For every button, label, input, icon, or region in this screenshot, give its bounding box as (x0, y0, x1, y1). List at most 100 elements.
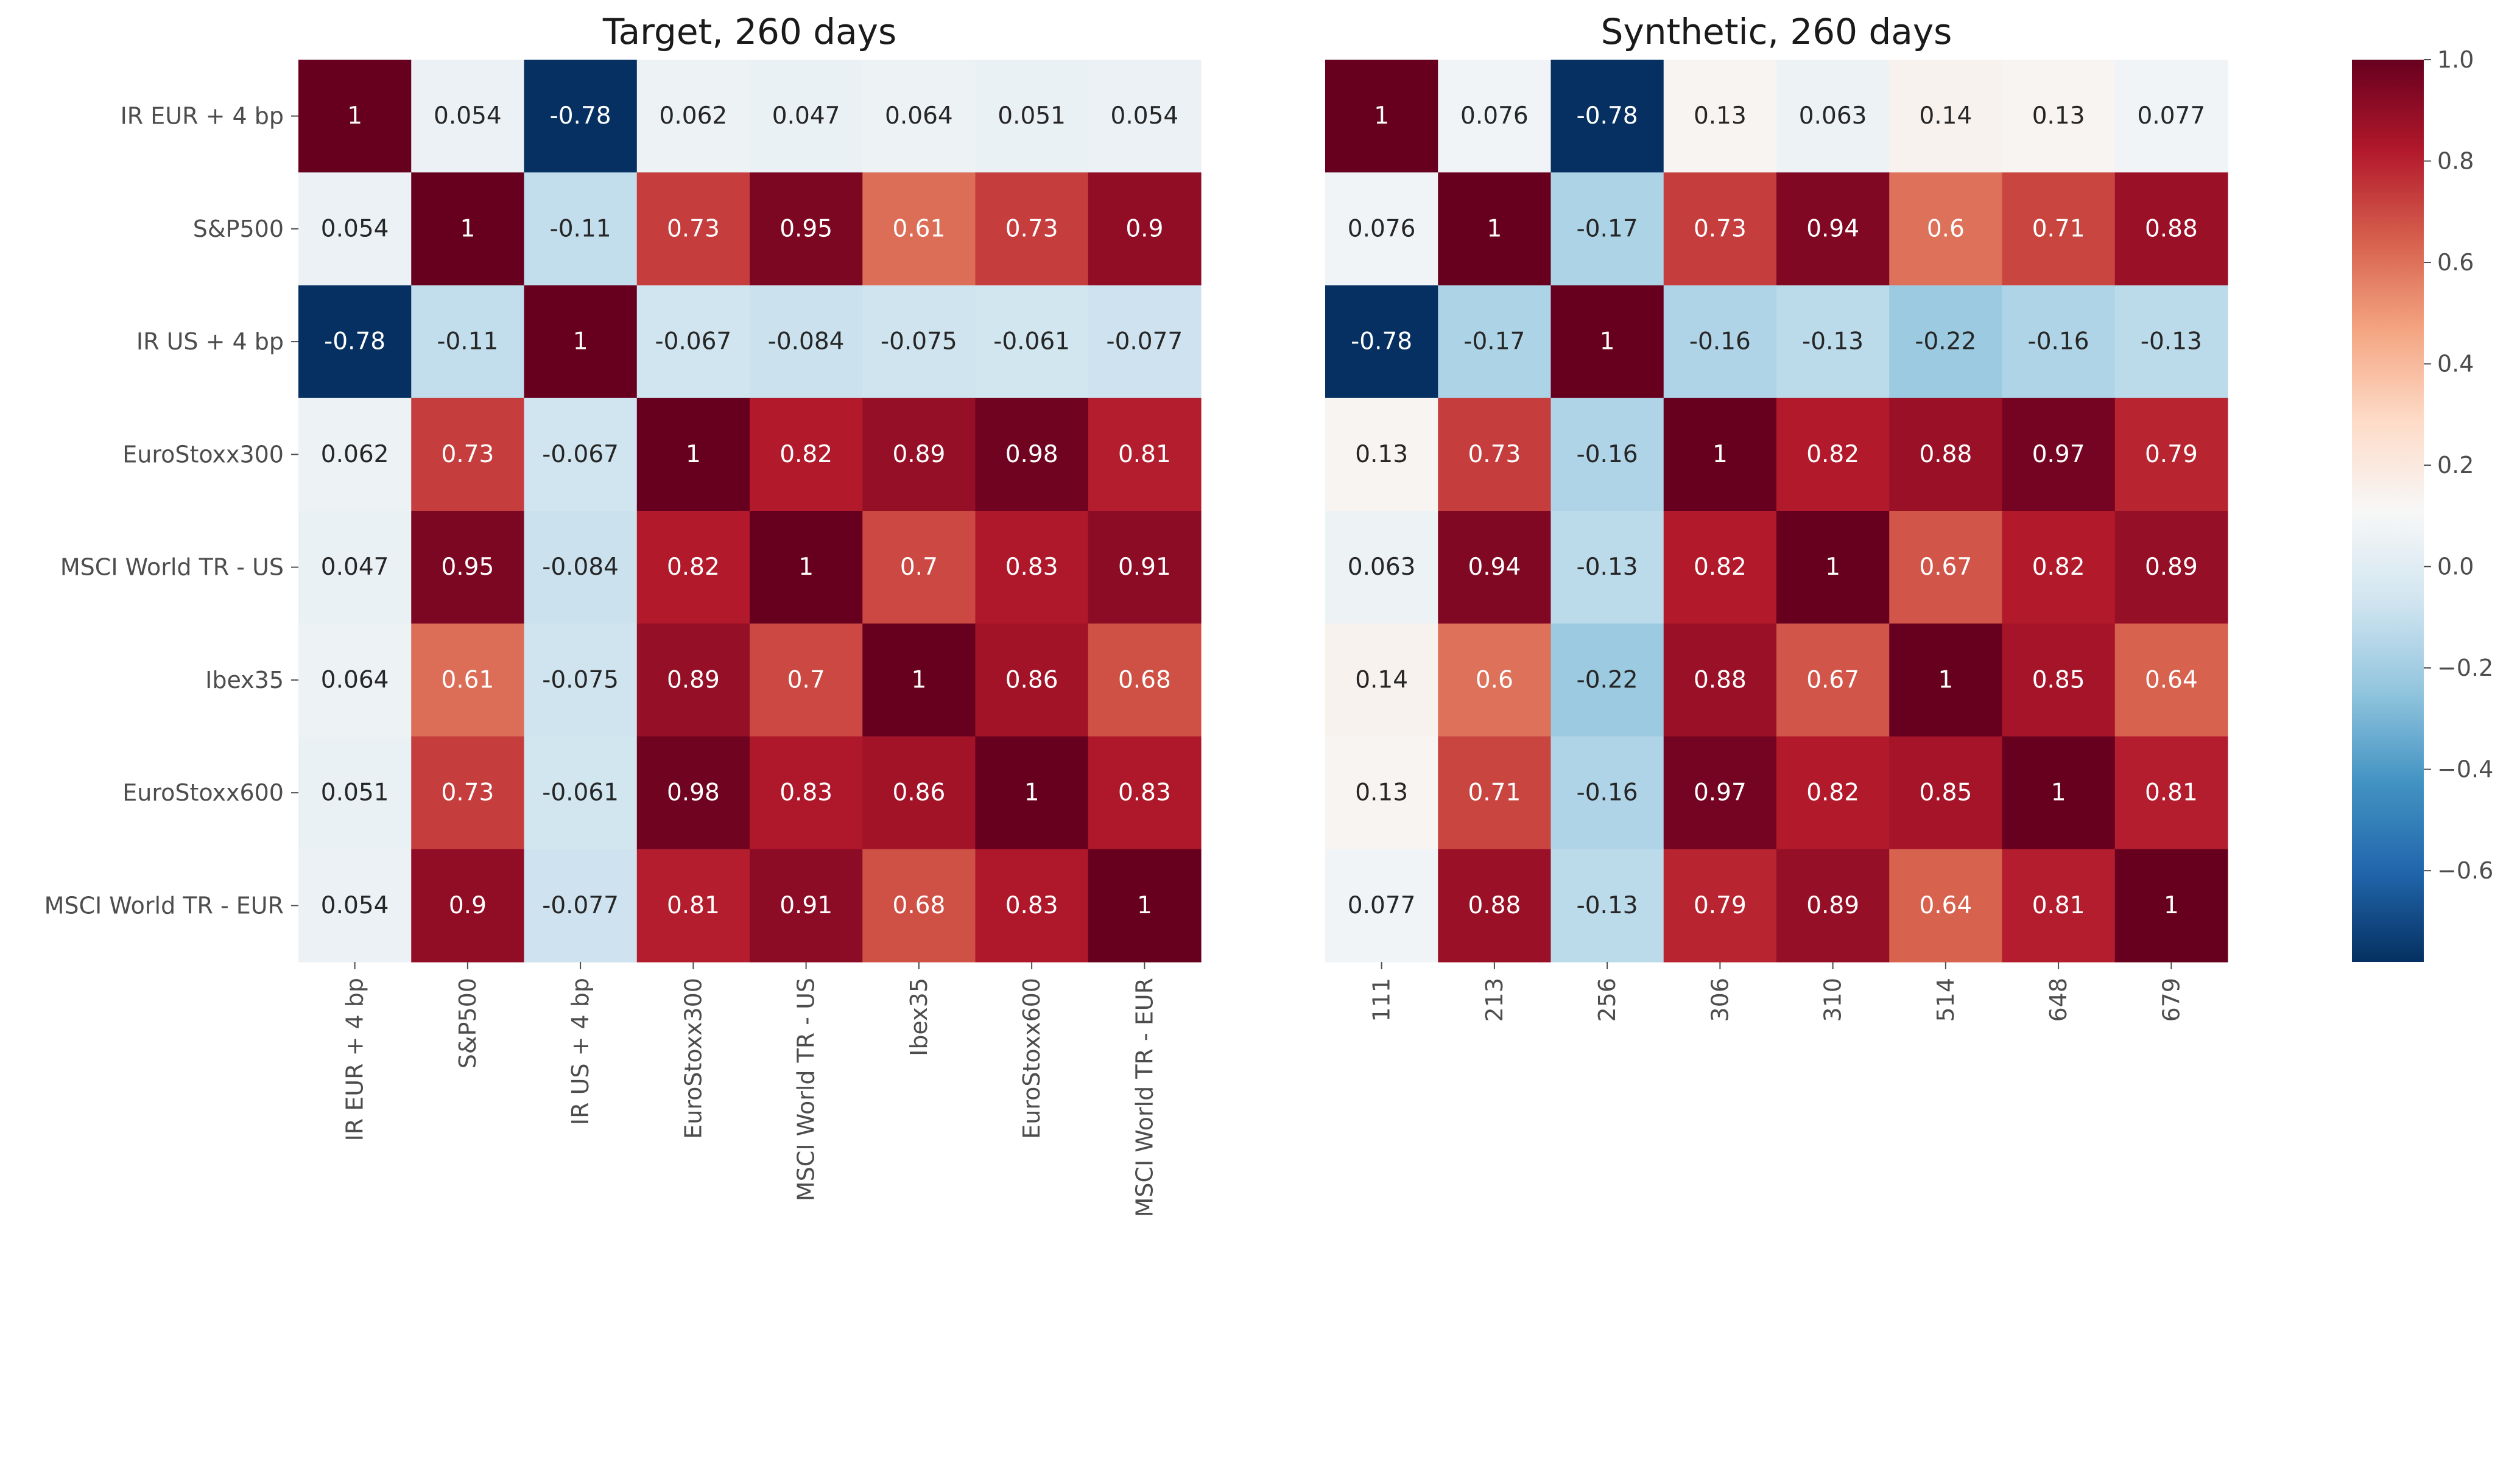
cell-annotation: 1 (1600, 328, 1615, 356)
cell-annotation: -0.075 (542, 666, 619, 693)
cell-annotation: 0.063 (1799, 102, 1867, 130)
colorbar-tick-label: −0.2 (2437, 654, 2493, 681)
heatmap-cell (2114, 172, 2228, 286)
cell-annotation: 0.86 (1005, 666, 1058, 693)
cell-annotation: -0.78 (1351, 328, 1412, 356)
heatmap-cell (1550, 736, 1664, 850)
cell-annotation: 0.91 (780, 892, 832, 919)
heatmap-cell (975, 172, 1089, 286)
heatmap-cell (862, 511, 976, 624)
cell-annotation: 0.89 (2145, 553, 2198, 581)
cell-annotation: 0.077 (2138, 102, 2206, 130)
cell-annotation: 0.88 (1694, 666, 1747, 693)
cell-annotation: -0.78 (1577, 102, 1638, 130)
colorbar-tick-label: −0.4 (2437, 756, 2493, 783)
heatmap-cell (2114, 398, 2228, 511)
x-tick-label: 514 (1932, 978, 1959, 1022)
heatmap-cell (1889, 511, 2003, 624)
cell-annotation: 0.82 (1694, 553, 1747, 581)
heatmap-cell (2114, 736, 2228, 850)
cell-annotation: 0.81 (2032, 892, 2085, 919)
heatmap-cell (975, 285, 1089, 399)
cell-annotation: 1 (1712, 441, 1728, 468)
cell-annotation: -0.077 (542, 892, 619, 919)
cell-annotation: 0.064 (321, 666, 389, 693)
heatmap-cell (862, 623, 976, 737)
heatmap-cell (2002, 285, 2116, 399)
y-tick-label: IR US + 4 bp (136, 328, 284, 355)
y-tick-label: MSCI World TR - US (60, 554, 284, 581)
heatmap-cell (975, 398, 1089, 511)
heatmap-cell (524, 511, 638, 624)
heatmap-cell (636, 60, 750, 173)
cell-annotation: 0.95 (780, 215, 832, 242)
y-tick-label: EuroStoxx300 (122, 441, 284, 468)
cell-annotation: 0.71 (1468, 779, 1521, 807)
y-tick-label: EuroStoxx600 (122, 779, 284, 806)
heatmap-cell (1088, 736, 1202, 850)
heatmap-cell (862, 736, 976, 850)
colorbar-tick-label: 1.0 (2437, 46, 2474, 73)
heatmap-cell (2114, 849, 2228, 963)
heatmap-cell (975, 849, 1089, 963)
cell-annotation: 0.9 (449, 892, 487, 919)
cell-annotation: 0.61 (441, 666, 494, 693)
cell-annotation: -0.16 (1577, 779, 1638, 807)
cell-annotation: 0.13 (2032, 102, 2085, 130)
cell-annotation: 0.94 (1806, 215, 1859, 242)
cell-annotation: 0.73 (441, 779, 494, 807)
cell-annotation: -0.78 (324, 328, 385, 356)
heatmap-cell (1325, 398, 1438, 511)
heatmap-cell (1438, 623, 1552, 737)
heatmap-cell (524, 172, 638, 286)
cell-annotation: 0.88 (1919, 441, 1972, 468)
cell-annotation: 0.82 (2032, 553, 2085, 581)
cell-annotation: 0.047 (321, 553, 389, 581)
heatmap-cell (1438, 285, 1552, 399)
cell-annotation: 0.97 (2032, 441, 2085, 468)
heatmap-cell (750, 398, 863, 511)
heatmap-cell (298, 285, 412, 399)
heatmap-cell (1550, 60, 1664, 173)
heatmap-cell (1438, 172, 1552, 286)
cell-annotation: 0.047 (772, 102, 840, 130)
heatmap-cell (1088, 849, 1202, 963)
heatmap-cell (1776, 849, 1890, 963)
cell-annotation: 0.88 (2145, 215, 2198, 242)
cell-annotation: 0.83 (1005, 892, 1058, 919)
cell-annotation: -0.22 (1915, 328, 1976, 356)
heatmap-cell (862, 398, 976, 511)
cell-annotation: -0.11 (550, 215, 611, 242)
heatmap-cell (1663, 849, 1777, 963)
colorbar-tick-label: 0.6 (2437, 249, 2474, 276)
cell-annotation: 0.98 (667, 779, 720, 807)
heatmap-cell (1550, 849, 1664, 963)
cell-annotation: -0.077 (1107, 328, 1183, 356)
cell-annotation: -0.075 (881, 328, 957, 356)
cell-annotation: 0.83 (1005, 553, 1058, 581)
heatmap-cell (411, 736, 525, 850)
cell-annotation: 0.68 (1118, 666, 1171, 693)
heatmap-cell (636, 172, 750, 286)
heatmap-cell (2002, 849, 2116, 963)
x-tick-label: EuroStoxx300 (680, 978, 706, 1139)
heatmap-cell (1776, 511, 1890, 624)
heatmap-cell (298, 849, 412, 963)
cell-annotation: 0.81 (1118, 441, 1171, 468)
heatmap-cell (1088, 398, 1202, 511)
heatmap-cell (862, 849, 976, 963)
heatmap-cell (1438, 849, 1552, 963)
heatmap-cell (1325, 172, 1438, 286)
cell-annotation: -0.78 (550, 102, 611, 130)
heatmap-cell (411, 60, 525, 173)
heatmap-cell (636, 736, 750, 850)
cell-annotation: -0.17 (1463, 328, 1525, 356)
cell-annotation: 0.076 (1348, 215, 1416, 242)
heatmap-cell (636, 849, 750, 963)
x-tick-label: 679 (2158, 978, 2184, 1022)
cell-annotation: 1 (2051, 779, 2066, 807)
heatmap-cell (2002, 736, 2116, 850)
heatmap-cell (1776, 60, 1890, 173)
heatmap-cell (524, 60, 638, 173)
heatmap-cell (1776, 398, 1890, 511)
